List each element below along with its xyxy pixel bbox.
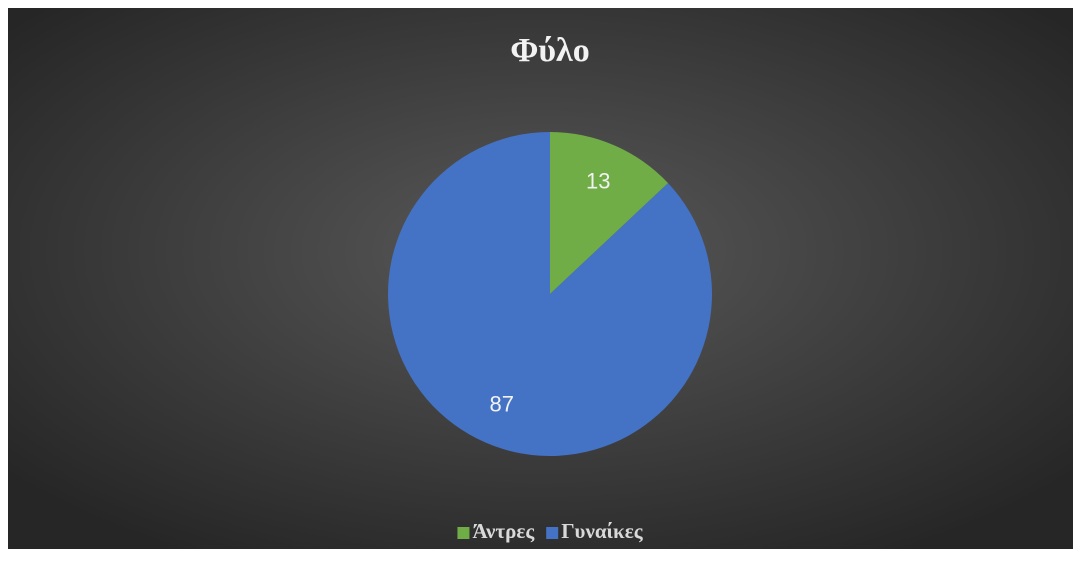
pie-slice xyxy=(387,132,712,456)
chart-title: Φύλο xyxy=(510,32,590,69)
data-label: 13 xyxy=(586,168,610,193)
legend-label: Γυναίκες xyxy=(561,519,644,543)
pie: 13 87 xyxy=(387,132,712,456)
data-label: 87 xyxy=(490,391,514,416)
legend-item: Άντρες xyxy=(457,519,535,543)
legend: Άντρες Γυναίκες xyxy=(457,519,644,543)
legend-label: Άντρες xyxy=(472,519,535,543)
legend-swatch xyxy=(546,527,559,539)
legend-item: Γυναίκες xyxy=(546,519,644,543)
legend-swatch xyxy=(457,527,470,539)
pie-slice xyxy=(550,132,669,294)
